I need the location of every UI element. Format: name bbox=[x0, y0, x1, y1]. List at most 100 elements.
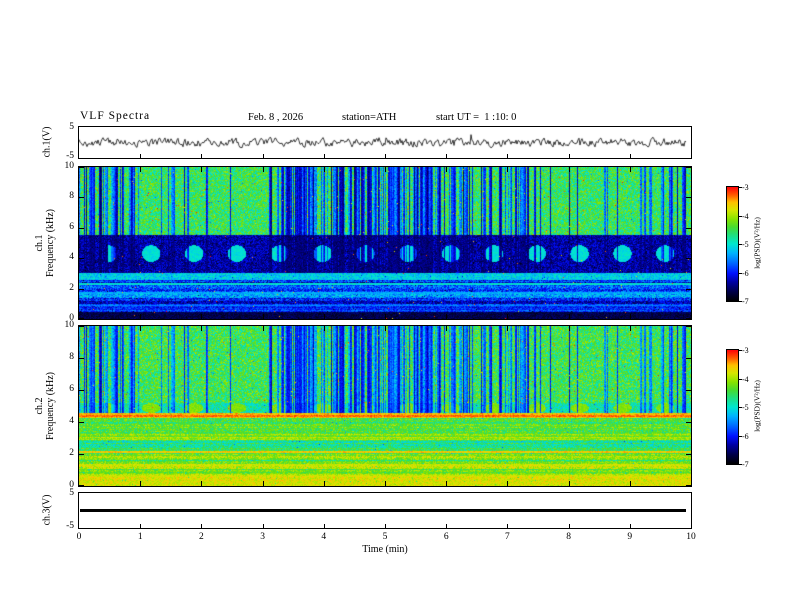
tick-mark bbox=[739, 216, 742, 217]
tick-mark bbox=[263, 314, 264, 319]
spec1-ytick-label: 10 bbox=[64, 161, 75, 171]
tick-mark bbox=[630, 314, 631, 319]
tick-mark bbox=[739, 464, 742, 465]
ch2-spectrogram-panel bbox=[78, 325, 692, 487]
tick-mark bbox=[739, 187, 742, 188]
tick-mark bbox=[79, 197, 84, 198]
tick-mark bbox=[385, 167, 386, 172]
tick-mark bbox=[140, 481, 141, 486]
tick-mark bbox=[385, 154, 386, 158]
tick-mark bbox=[739, 407, 742, 408]
tick-mark bbox=[263, 524, 264, 528]
plot-station: station=ATH bbox=[342, 112, 397, 123]
spec1-ytick-label: 6 bbox=[69, 221, 74, 232]
tick-mark bbox=[324, 326, 325, 331]
xaxis-label: Time (min) bbox=[362, 544, 408, 555]
tick-mark bbox=[79, 318, 84, 319]
spec2-ytick-label: 8 bbox=[69, 352, 74, 362]
xaxis-tick-label: 2 bbox=[199, 532, 204, 542]
tick-mark bbox=[507, 167, 508, 172]
tick-mark bbox=[79, 485, 84, 486]
tick-mark bbox=[263, 481, 264, 486]
tick-mark bbox=[569, 167, 570, 172]
colorbar-tick-label: -3 bbox=[742, 346, 749, 355]
ch1-spectrogram-panel bbox=[78, 166, 692, 320]
spec1-ytick-label: 0 bbox=[69, 313, 74, 323]
xaxis-tick-label: 3 bbox=[260, 532, 265, 542]
tick-mark bbox=[201, 524, 202, 528]
ch1-spectrogram-ylabel-line1: ch.1 bbox=[34, 234, 45, 252]
xaxis-tick-label: 5 bbox=[382, 532, 388, 542]
xaxis-tick-label: 6 bbox=[443, 532, 449, 542]
plot-start-ut: start UT = 1 :10: 0 bbox=[436, 112, 517, 123]
tick-mark bbox=[140, 154, 141, 158]
colorbar-tick-label: -3 bbox=[742, 183, 749, 192]
tick-mark bbox=[446, 314, 447, 319]
tick-mark bbox=[201, 154, 202, 158]
ch1-waveform-canvas bbox=[79, 127, 691, 158]
wave1-ytick-label: 5 bbox=[69, 122, 74, 132]
ch1-spectrogram-ylabel: ch.1 Frequency (kHz) bbox=[34, 209, 56, 277]
tick-mark bbox=[630, 154, 631, 158]
colorbar-tick-label: -6 bbox=[742, 268, 749, 278]
tick-mark bbox=[569, 314, 570, 319]
tick-mark bbox=[79, 167, 84, 168]
tick-mark bbox=[324, 524, 325, 528]
tick-mark bbox=[630, 167, 631, 172]
tick-mark bbox=[263, 167, 264, 172]
ch1-spectrogram-canvas bbox=[79, 167, 691, 319]
tick-mark bbox=[79, 228, 84, 229]
spec1-ytick-label: 2 bbox=[69, 282, 74, 293]
ch1-waveform-panel bbox=[78, 126, 692, 159]
tick-mark bbox=[446, 326, 447, 331]
spec2-ytick-label: 2 bbox=[69, 448, 74, 458]
colorbar-tick-label: -6 bbox=[742, 431, 749, 441]
colorbar-ch2-canvas bbox=[727, 350, 738, 464]
wave1-ytick-label: -5 bbox=[66, 151, 74, 161]
tick-mark bbox=[79, 358, 84, 359]
ch2-spectrogram-ylabel-line2: Frequency (kHz) bbox=[45, 371, 56, 441]
tick-mark bbox=[446, 481, 447, 486]
tick-mark bbox=[686, 197, 691, 198]
tick-mark bbox=[385, 481, 386, 486]
ch3-waveform-panel bbox=[78, 492, 692, 529]
ch1-spectrogram-ylabel-line2: Frequency (kHz) bbox=[45, 208, 56, 278]
tick-mark bbox=[201, 167, 202, 172]
xaxis-tick-label: 1 bbox=[137, 532, 143, 542]
tick-mark bbox=[569, 481, 570, 486]
tick-mark bbox=[507, 524, 508, 528]
xaxis-tick-label: 10 bbox=[686, 532, 696, 542]
spec2-ytick-label: 0 bbox=[69, 480, 74, 490]
tick-mark bbox=[201, 326, 202, 331]
tick-mark bbox=[446, 524, 447, 528]
tick-mark bbox=[686, 289, 691, 290]
tick-mark bbox=[686, 358, 691, 359]
tick-mark bbox=[324, 167, 325, 172]
tick-mark bbox=[569, 524, 570, 528]
tick-mark bbox=[79, 258, 84, 259]
spec2-ytick-label: 4 bbox=[69, 416, 74, 426]
tick-mark bbox=[507, 154, 508, 158]
tick-mark bbox=[739, 436, 742, 437]
wave3-ytick-label: -5 bbox=[66, 521, 74, 531]
ch2-spectrogram-canvas bbox=[79, 326, 691, 486]
tick-mark bbox=[324, 154, 325, 158]
tick-mark bbox=[739, 379, 742, 380]
tick-mark bbox=[630, 481, 631, 486]
ch3-flatline bbox=[80, 509, 686, 512]
tick-mark bbox=[686, 167, 691, 168]
tick-mark bbox=[507, 326, 508, 331]
tick-mark bbox=[686, 228, 691, 229]
tick-mark bbox=[201, 314, 202, 319]
xaxis-tick-label: 0 bbox=[76, 532, 82, 542]
tick-mark bbox=[79, 390, 84, 391]
tick-mark bbox=[686, 485, 691, 486]
tick-mark bbox=[385, 326, 386, 331]
colorbar-ch1 bbox=[726, 186, 739, 302]
plot-date: Feb. 8 , 2026 bbox=[248, 112, 304, 123]
tick-mark bbox=[140, 167, 141, 172]
colorbar-tick-label: -5 bbox=[742, 240, 749, 249]
tick-mark bbox=[324, 314, 325, 319]
ch2-spectrogram-ylabel-line1: ch.2 bbox=[34, 397, 45, 415]
